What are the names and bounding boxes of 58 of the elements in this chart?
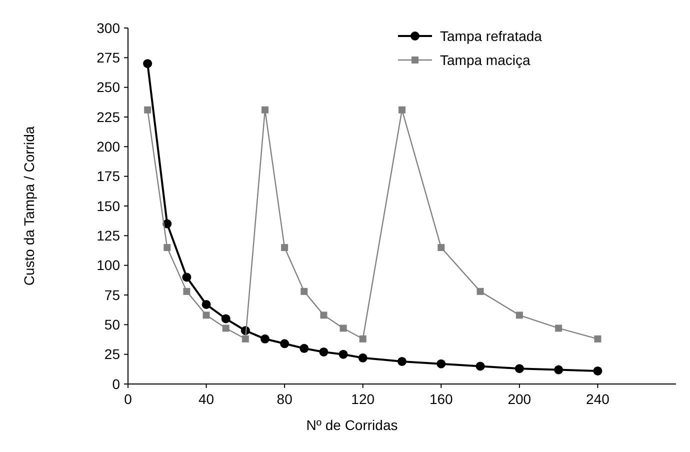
x-tick-label: 40 — [198, 391, 214, 407]
y-tick-label: 175 — [96, 168, 120, 184]
legend-label: Tampa refratada — [440, 28, 542, 44]
point — [260, 334, 270, 344]
point — [359, 335, 366, 342]
x-tick-label: 0 — [124, 391, 132, 407]
y-tick-label: 100 — [96, 257, 120, 274]
x-tick-label: 200 — [508, 391, 532, 407]
point — [221, 314, 230, 324]
point — [476, 362, 485, 371]
point — [555, 324, 562, 332]
point — [202, 312, 210, 319]
x-tick-label: 160 — [429, 391, 454, 407]
point — [438, 244, 445, 252]
point — [280, 339, 290, 348]
point — [340, 324, 347, 332]
y-tick-label: 75 — [104, 286, 120, 303]
y-tick-label: 200 — [96, 138, 120, 155]
x-tick-label: 240 — [586, 391, 610, 407]
point — [436, 359, 446, 368]
point — [164, 244, 171, 252]
point — [514, 364, 524, 374]
point — [516, 312, 523, 319]
y-tick-label: 300 — [96, 20, 120, 36]
y-tick-label: 125 — [96, 228, 120, 244]
point — [300, 288, 308, 295]
point — [144, 106, 152, 114]
x-axis-title: Nº de Corridas — [306, 417, 398, 433]
point — [262, 106, 268, 114]
point — [319, 347, 328, 356]
point — [593, 366, 602, 376]
point — [320, 312, 328, 319]
point — [202, 300, 211, 309]
y-tick-label: 50 — [104, 316, 120, 333]
point — [143, 59, 152, 68]
point — [398, 356, 406, 366]
point — [222, 324, 230, 332]
point — [242, 335, 249, 342]
point — [554, 365, 564, 374]
legend-label: Tampa maciça — [440, 52, 530, 68]
point — [281, 244, 288, 252]
point — [358, 353, 368, 362]
point — [594, 335, 602, 342]
point — [476, 288, 484, 295]
y-tick-label: 275 — [96, 50, 120, 66]
x-tick-label: 80 — [276, 391, 293, 407]
y-tick-label: 250 — [96, 79, 120, 96]
point — [398, 106, 406, 114]
point — [338, 350, 348, 359]
point — [300, 344, 309, 353]
y-tick-label: 225 — [96, 108, 120, 125]
y-tick-label: 25 — [104, 346, 120, 362]
x-tick-label: 120 — [351, 391, 375, 407]
y-tick-label: 0 — [112, 376, 120, 392]
point — [182, 272, 192, 282]
y-tick-label: 150 — [96, 198, 120, 214]
y-axis-title: Custo da Tampa / Corrida — [21, 126, 37, 286]
point — [183, 288, 190, 295]
